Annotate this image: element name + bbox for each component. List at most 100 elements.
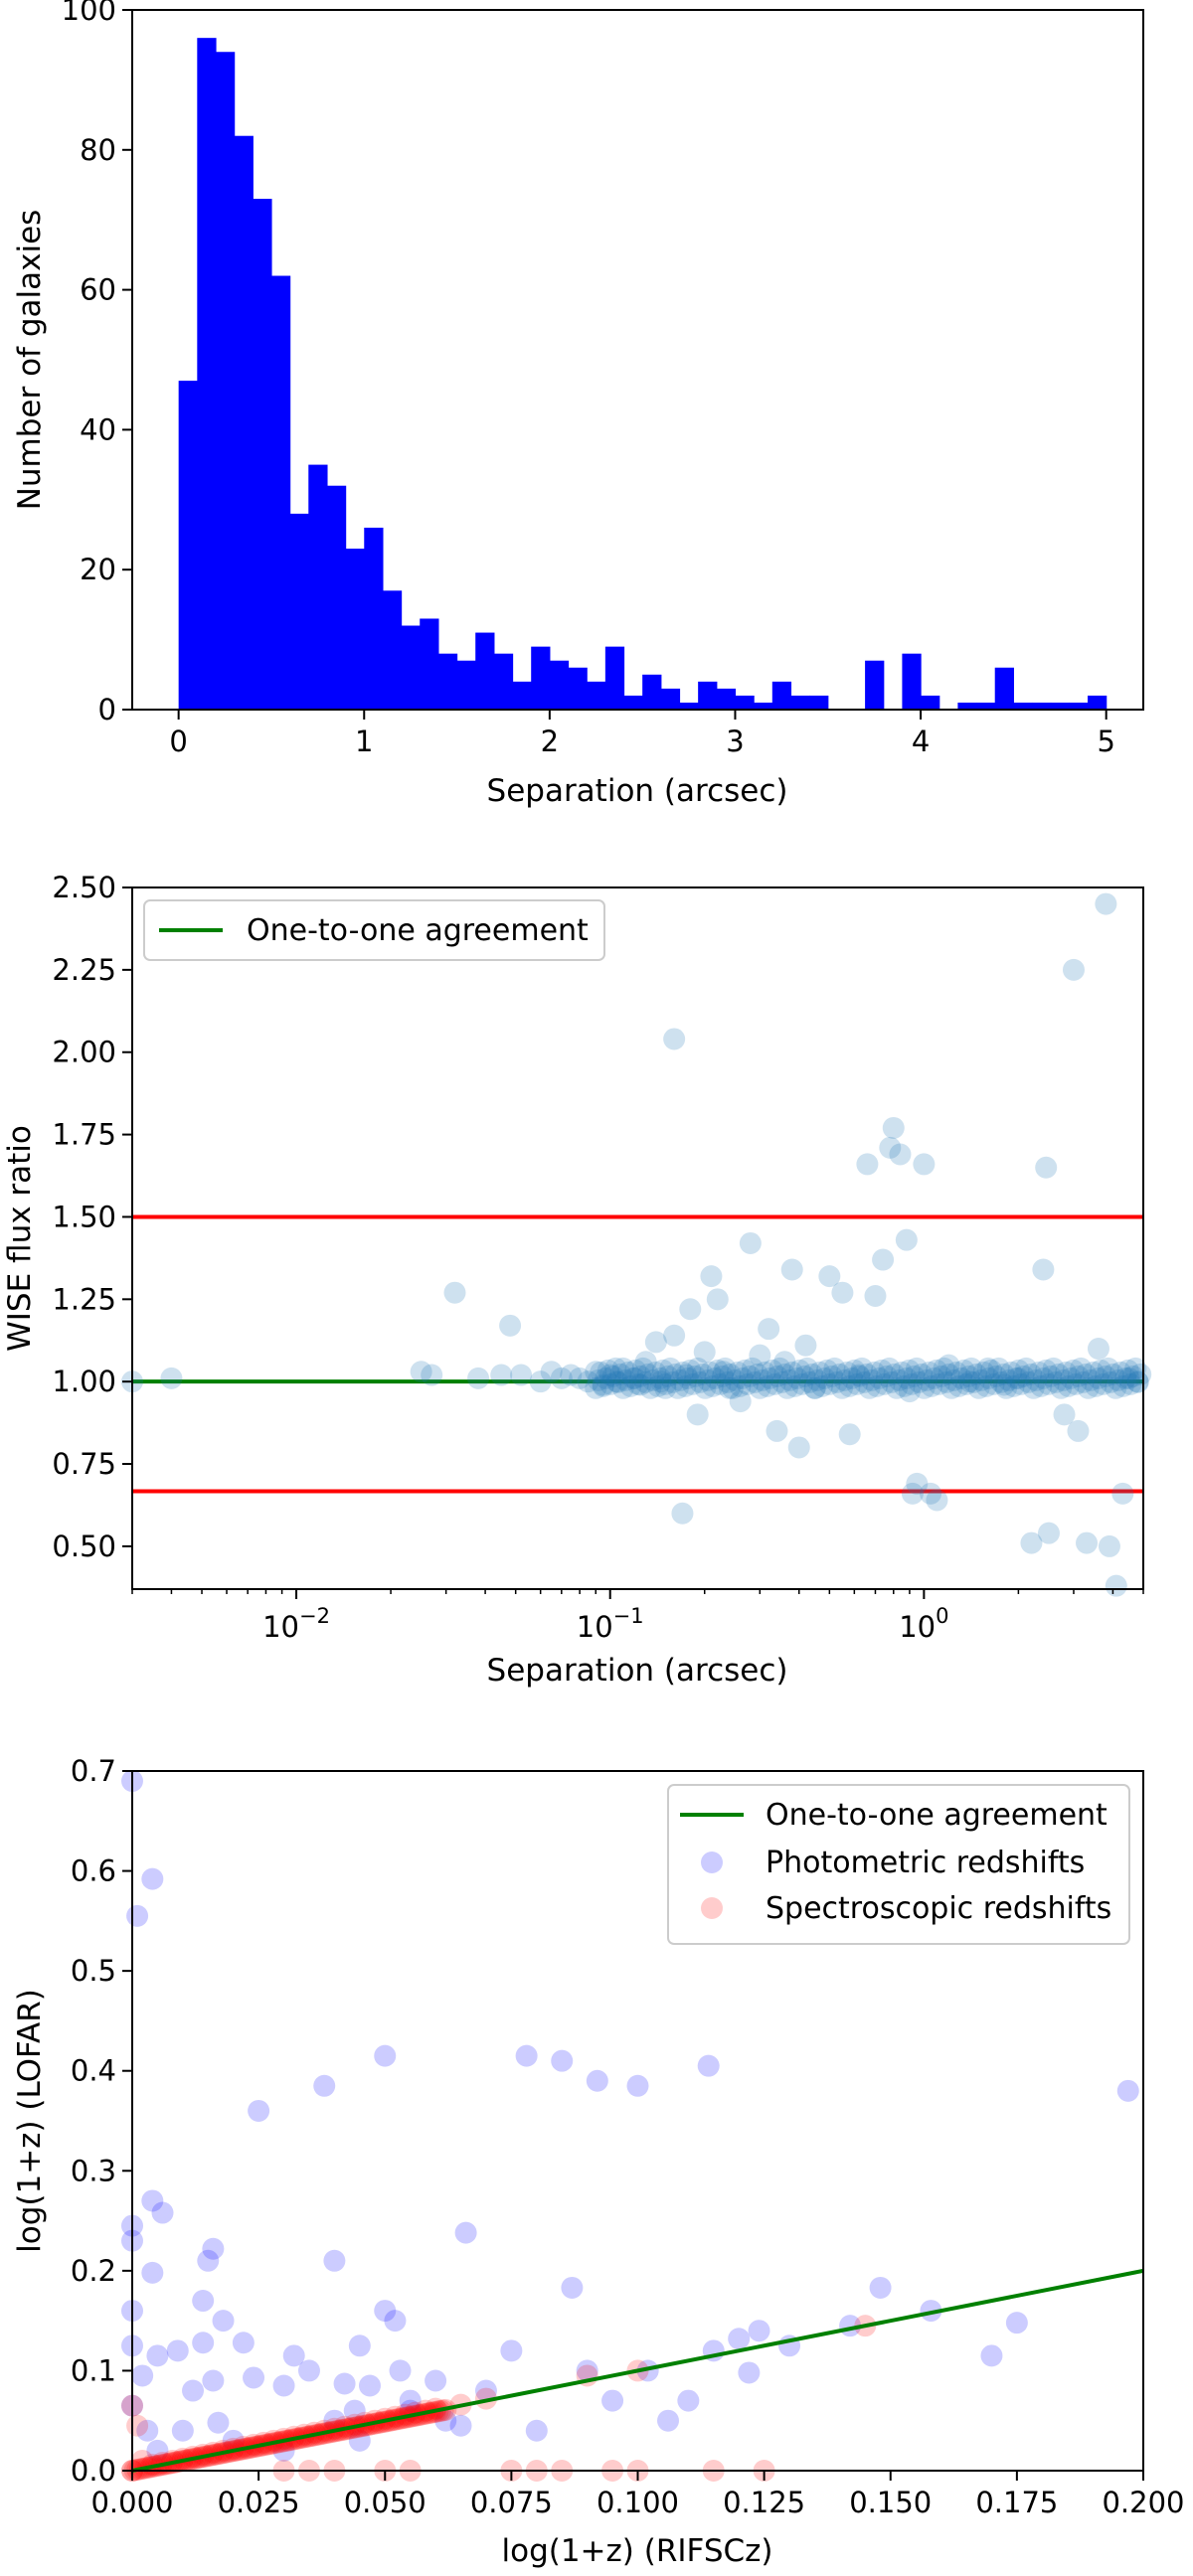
flux-ratio-point	[714, 1357, 737, 1379]
x-tick-label: 0.000	[90, 2486, 173, 2519]
redshift-y-axis-label: log(1+z) (LOFAR)	[12, 1989, 48, 2253]
flux-ratio-point	[1027, 1361, 1050, 1383]
flux-ratio-point	[595, 1367, 617, 1389]
flux-ratio-point	[1087, 1367, 1109, 1389]
flux-ratio-point	[975, 1374, 998, 1397]
photometric-point	[272, 2439, 295, 2462]
flux-ratio-point	[913, 1153, 936, 1176]
flux-ratio-point	[850, 1357, 873, 1379]
histogram-bar	[475, 632, 495, 710]
flux-ratio-point	[848, 1365, 871, 1387]
flux-ratio-point	[739, 1231, 762, 1254]
flux-ratio-point	[1067, 1365, 1090, 1387]
histogram-bar	[512, 681, 532, 710]
flux-ratio-point	[1072, 1370, 1095, 1393]
flux-ratio-point	[729, 1374, 752, 1397]
flux-ratio-point	[1062, 1359, 1085, 1381]
flux-ratio-point	[160, 1367, 183, 1389]
flux-ratio-point	[864, 1285, 887, 1308]
photometric-point	[500, 2339, 523, 2362]
photometric-point	[425, 2369, 447, 2392]
histogram-x-ticks: 0 1 2 3 4 5	[169, 710, 1115, 758]
y-tick-label: 0.0	[71, 2454, 116, 2488]
x-tick-label: 3	[726, 724, 744, 758]
flux-ratio-point	[918, 1361, 940, 1383]
y-tick-label: 20	[80, 553, 116, 586]
flux-ratio-point	[901, 1482, 924, 1505]
flux-ratio-point	[1042, 1357, 1065, 1379]
redshift-panel: 0.000 0.025 0.050 0.075 0.100 0.125 0.150 0.175…	[12, 1754, 1185, 2569]
flux-ratio-point	[529, 1370, 552, 1393]
y-tick-label: 0.3	[71, 2154, 116, 2187]
flux-ratio-point	[1050, 1376, 1073, 1399]
flux-ratio-point	[1020, 1363, 1043, 1385]
flux-ratio-point	[701, 1374, 724, 1397]
flux-ratio-point	[1076, 1531, 1099, 1554]
histogram-bar	[902, 653, 922, 710]
histogram-bar	[994, 667, 1014, 710]
flux-ratio-point	[1022, 1376, 1045, 1399]
y-tick-label: 0.7	[71, 1754, 116, 1788]
flux-ratio-point	[1047, 1363, 1070, 1385]
flux-ratio-point	[773, 1363, 796, 1385]
flux-ratio-point	[830, 1376, 853, 1399]
histogram-bar	[345, 549, 365, 710]
flux-ratio-point	[933, 1357, 955, 1379]
flux-ratio-point	[977, 1367, 1000, 1389]
histogram-bar	[215, 52, 236, 711]
flux-ratio-point	[629, 1373, 652, 1396]
flux-ratio-point	[787, 1436, 810, 1459]
flux-ratio-point	[560, 1364, 583, 1386]
flux-ratio-point	[962, 1370, 985, 1393]
redshift-x-ticks: 0.000 0.025 0.050 0.075 0.100 0.125 0.150 0.175…	[90, 2471, 1185, 2519]
flux-ratio-point	[1052, 1368, 1075, 1391]
flux-ratio-point	[1000, 1361, 1023, 1383]
photometric-point	[141, 1867, 164, 1890]
flux-ratio-point	[619, 1374, 642, 1397]
flux-ratio-point	[661, 1370, 684, 1393]
photometric-point	[1005, 2312, 1028, 2334]
flux-ratio-point	[810, 1374, 833, 1397]
flux-ratio-point	[719, 1363, 742, 1385]
flux-ratio-point	[706, 1359, 729, 1381]
y-tick-label: 1.50	[52, 1200, 116, 1233]
histogram-bar	[549, 660, 570, 710]
flux-ratio-point	[920, 1482, 942, 1505]
flux-ratio-point	[605, 1370, 628, 1393]
flux-ratio-point	[718, 1376, 741, 1399]
histogram-bar	[289, 513, 309, 710]
flux-ratio-point	[1060, 1367, 1083, 1389]
flux-ratio-point	[679, 1359, 702, 1381]
flux-ratio-point	[985, 1365, 1008, 1387]
photometric-point	[348, 2429, 371, 2452]
histogram-bar	[1032, 702, 1052, 710]
flux-ratio-point	[639, 1376, 662, 1399]
x-tick-label: 0.100	[596, 2486, 679, 2519]
flux-ratio-point	[828, 1363, 851, 1385]
flux-ratio-point	[601, 1365, 624, 1387]
photometric-point	[601, 2389, 624, 2412]
flux-ratio-point	[675, 1364, 698, 1386]
flux-ratio-point	[808, 1361, 831, 1383]
photometric-point	[297, 2359, 320, 2382]
flux-ratio-point	[609, 1363, 632, 1385]
flux-ratio-x-axis-label: Separation (arcsec)	[487, 1653, 788, 1689]
flux-ratio-point	[644, 1361, 667, 1383]
photometric-point	[728, 2328, 751, 2350]
histogram-bar	[178, 381, 198, 710]
x-tick-label: 10−2	[262, 1604, 330, 1644]
flux-ratio-point	[751, 1368, 773, 1391]
x-tick-label: 5	[1097, 724, 1114, 758]
flux-ratio-point	[684, 1365, 707, 1387]
histogram-bar	[623, 695, 643, 710]
flux-ratio-point	[679, 1298, 702, 1321]
flux-ratio-point	[587, 1368, 609, 1391]
flux-ratio-reference-lines	[132, 1214, 1143, 1494]
flux-ratio-point	[671, 1361, 694, 1383]
flux-ratio-point	[1067, 1419, 1090, 1442]
flux-ratio-point	[794, 1334, 817, 1357]
flux-ratio-point	[795, 1357, 818, 1379]
flux-ratio-point	[711, 1365, 734, 1387]
flux-ratio-point	[1107, 1368, 1129, 1391]
flux-ratio-point	[1085, 1374, 1108, 1397]
